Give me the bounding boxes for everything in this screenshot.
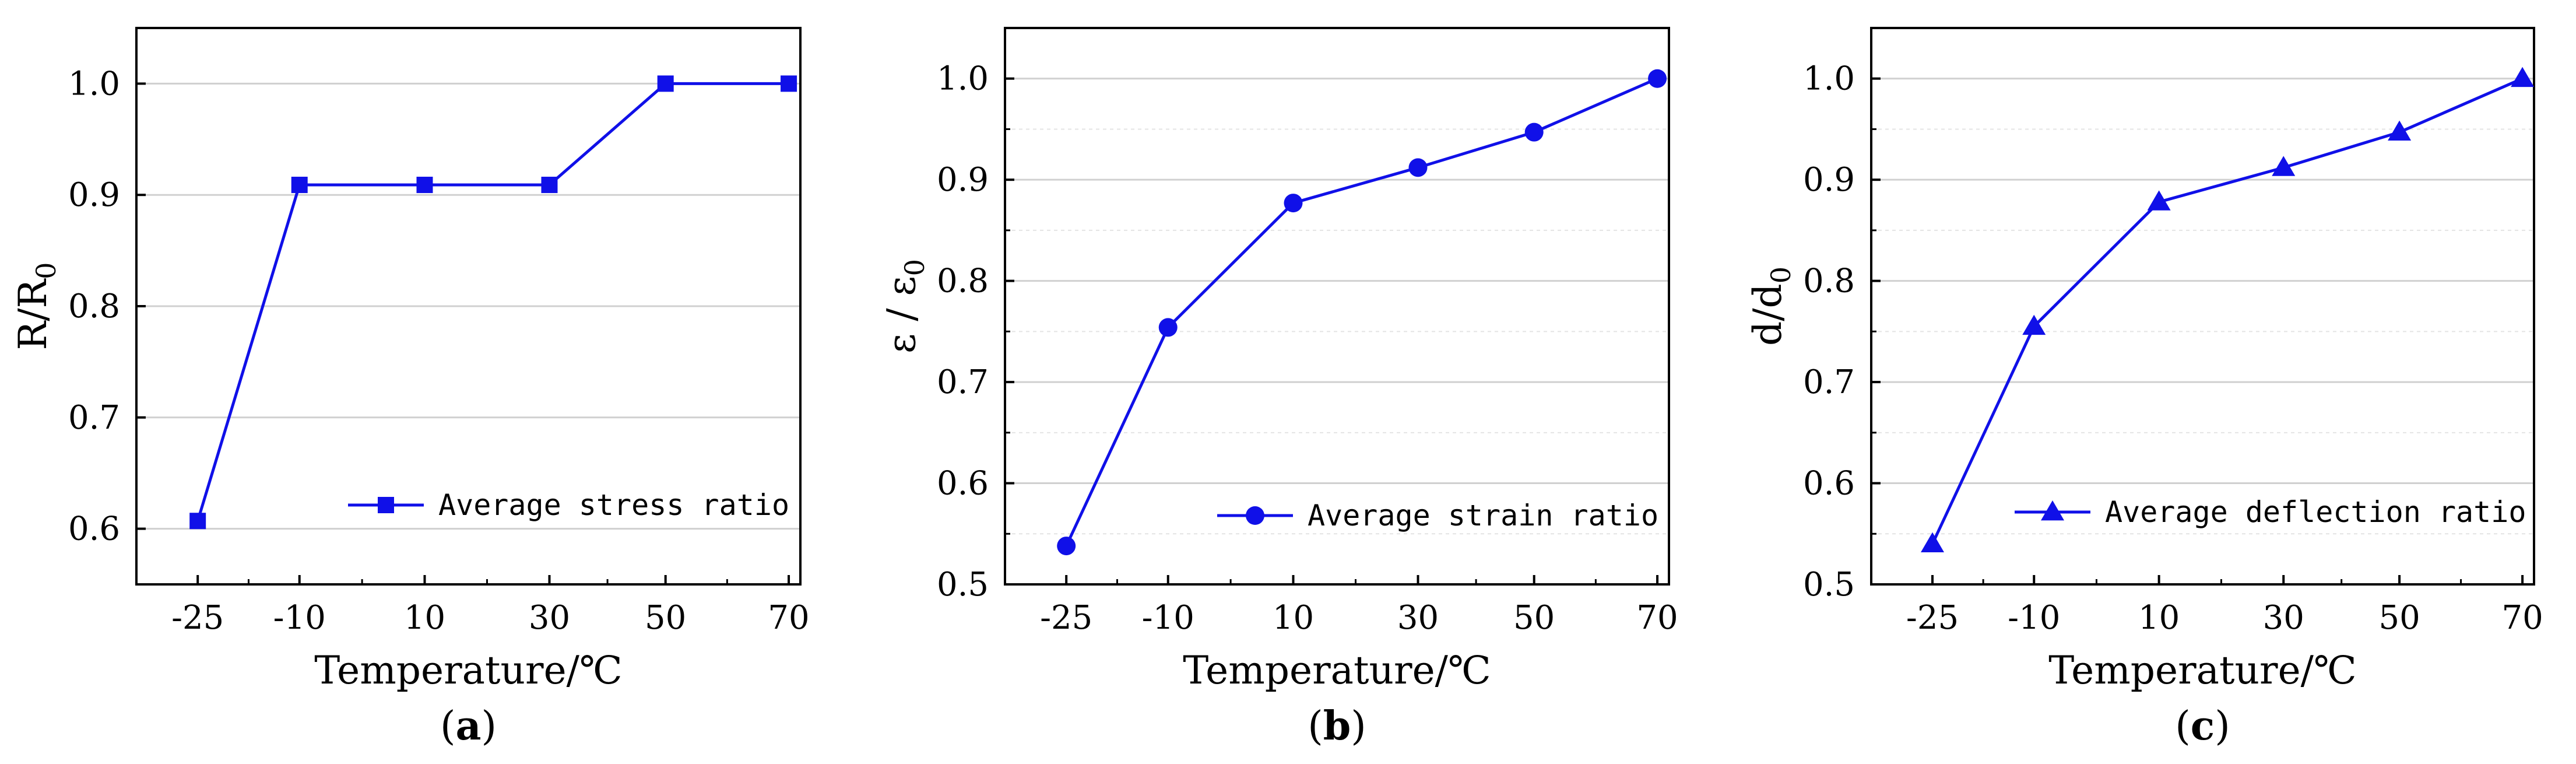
y-tick-label: 1.0	[1803, 60, 1855, 98]
x-tick-label: 50	[2378, 599, 2420, 637]
y-tick-label: 0.7	[1803, 363, 1855, 401]
series-line	[1931, 77, 2524, 545]
legend-marker	[378, 497, 394, 513]
y-axis-title-main: R/R	[10, 278, 55, 351]
panel-label: (c)	[2175, 703, 2230, 749]
data-point	[2272, 156, 2296, 176]
data-point	[2511, 66, 2535, 87]
data-point	[2022, 314, 2046, 335]
y-tick-label: 0.9	[1803, 161, 1855, 199]
x-tick-label: -10	[2008, 599, 2060, 637]
legend-label: Average strain ratio	[1308, 499, 1658, 532]
chart-panel-b: 0.5 0.6 0.7 0.8 0.9 1.0 -25 -10 10 30 50 70 Average …	[879, 27, 1678, 749]
y-tick-label: 0.6	[68, 510, 120, 548]
panel-label-letter: a	[455, 703, 481, 749]
data-point	[2388, 120, 2412, 141]
data-point	[657, 75, 674, 92]
panel-label: (b)	[1308, 703, 1366, 749]
data-point	[541, 177, 558, 194]
x-tick-label: 10	[2138, 599, 2180, 637]
chart-panel-a: 0.6 0.7 0.8 0.9 1.0 -25 -10 10 30 50 70 Average str…	[10, 27, 810, 749]
y-tick-label: 0.9	[937, 161, 989, 199]
x-axis-title: Temperature/℃	[2048, 648, 2356, 693]
y-tick-label: 0.7	[68, 399, 120, 437]
y-tick-label: 0.8	[68, 288, 120, 325]
x-tick-label: 10	[1273, 599, 1314, 637]
plot-frame	[1004, 27, 1670, 586]
y-tick-label: 0.8	[937, 262, 989, 300]
x-tick-label: 30	[529, 599, 570, 637]
plot-frame	[135, 27, 802, 586]
x-tick-label: 70	[1636, 599, 1678, 637]
y-axis-title: d/d0	[1745, 267, 1797, 346]
series-line	[1064, 77, 1658, 547]
y-tick-label: 0.5	[937, 566, 989, 604]
x-tick-label: 70	[768, 599, 809, 637]
y-tick-label: 0.5	[1803, 566, 1855, 604]
y-axis-title-subscript: 0	[899, 259, 930, 276]
data-point	[1921, 532, 1945, 553]
plot-frame	[1870, 27, 2535, 586]
y-axis-title-main: ε / ε	[879, 276, 924, 353]
x-tick-label: 50	[1513, 599, 1555, 637]
x-tick-label: 30	[2263, 599, 2304, 637]
y-tick-label: 0.6	[1803, 465, 1855, 503]
x-tick-label: 50	[645, 599, 686, 637]
data-point	[291, 177, 308, 194]
data-point	[2147, 190, 2171, 211]
x-axis-title: Temperature/℃	[314, 648, 622, 693]
data-point	[1648, 69, 1667, 88]
data-point	[1057, 537, 1076, 556]
data-point	[189, 513, 206, 530]
y-tick-label: 0.7	[937, 363, 989, 401]
legend-label: Average stress ratio	[438, 488, 789, 522]
panel-label-letter: c	[2191, 703, 2215, 749]
panel-label-letter: b	[1323, 703, 1351, 749]
x-tick-label: 70	[2501, 599, 2543, 637]
legend-marker	[1246, 506, 1264, 525]
x-tick-label: -25	[171, 599, 224, 637]
y-axis-title-subscript: 0	[1765, 267, 1797, 283]
y-tick-label: 1.0	[68, 65, 120, 103]
y-tick-label: 0.6	[937, 465, 989, 503]
data-point	[416, 177, 433, 194]
panel-label: (a)	[440, 703, 497, 749]
x-tick-label: -10	[1142, 599, 1194, 637]
data-point	[1284, 194, 1303, 213]
data-point	[1408, 158, 1428, 177]
data-point	[1158, 318, 1178, 337]
x-tick-label: 10	[404, 599, 445, 637]
y-tick-label: 0.9	[68, 176, 120, 214]
y-axis-title: R/R0	[10, 262, 62, 351]
x-tick-label: -25	[1906, 599, 1959, 637]
legend-marker	[2041, 500, 2064, 521]
x-tick-label: 30	[1397, 599, 1439, 637]
x-tick-label: -10	[273, 599, 326, 637]
y-tick-label: 0.8	[1803, 262, 1855, 300]
legend-label: Average deflection ratio	[2105, 495, 2526, 529]
y-tick-label: 1.0	[937, 60, 989, 98]
x-axis-title: Temperature/℃	[1183, 648, 1491, 693]
y-axis-title-main: d/d	[1745, 283, 1790, 346]
y-axis-title-subscript: 0	[30, 262, 62, 279]
y-axis-title: ε / ε0	[879, 259, 930, 353]
x-tick-label: -25	[1040, 599, 1092, 637]
chart-panel-c: 0.5 0.6 0.7 0.8 0.9 1.0 -25 -10 10 30 50 70 Average …	[1745, 27, 2543, 749]
data-point	[1524, 122, 1544, 142]
data-point	[781, 75, 797, 92]
series-line	[196, 82, 789, 521]
